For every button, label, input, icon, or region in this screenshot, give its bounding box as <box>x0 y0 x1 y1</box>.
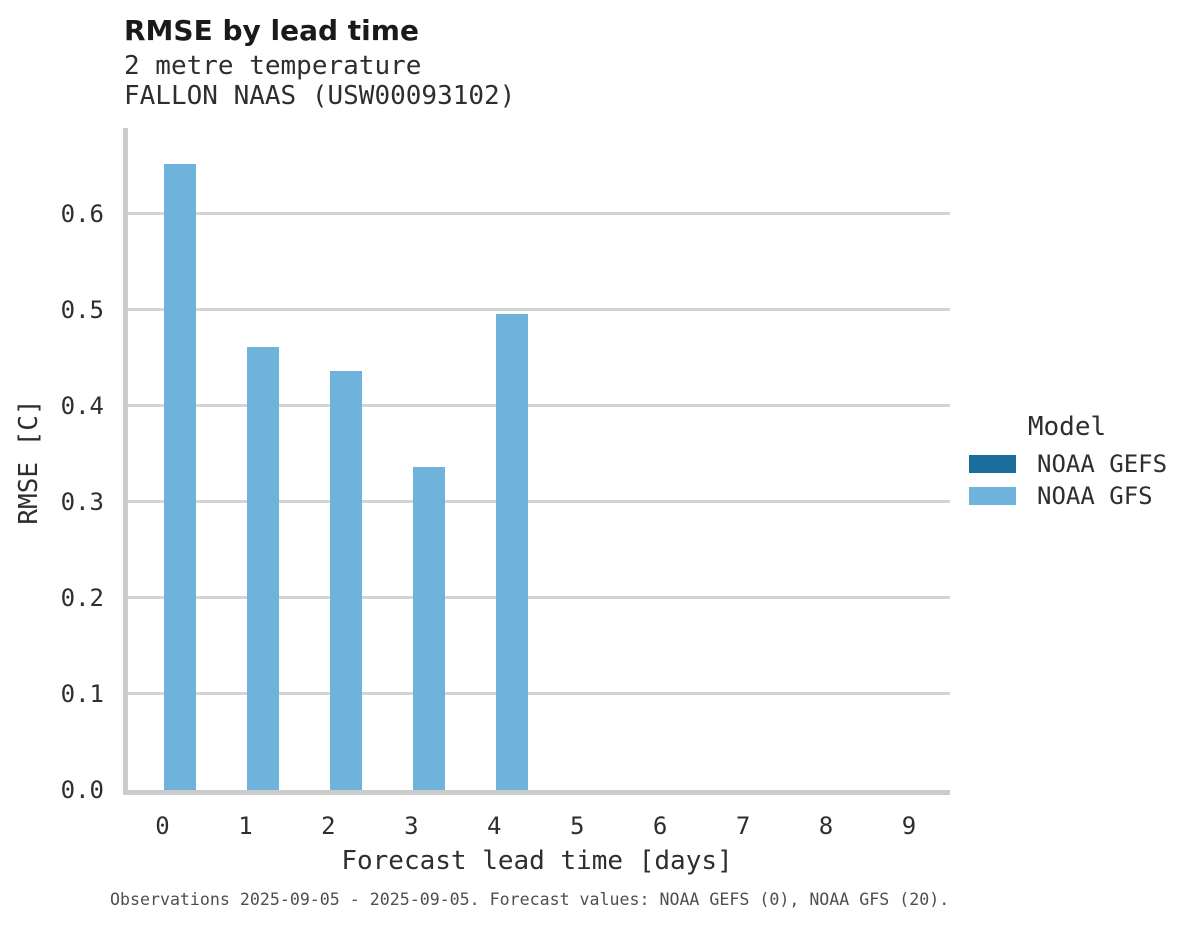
legend-item-noaa-gfs: NOAA GFS <box>969 482 1167 510</box>
y-tick-label-0.4: 0.4 <box>60 391 104 420</box>
x-tick-label-0: 0 <box>155 812 170 840</box>
gridline-0.3 <box>128 500 950 504</box>
x-tick-label-2: 2 <box>321 812 336 840</box>
legend-item-label: NOAA GFS <box>1037 482 1153 510</box>
bar-noaa-gfs-lead-4 <box>495 314 528 790</box>
legend-item-noaa-gefs: NOAA GEFS <box>969 450 1168 478</box>
x-tick-label-3: 3 <box>404 812 419 840</box>
x-tick-label-9: 9 <box>901 812 917 840</box>
bars-layer <box>128 128 950 790</box>
gridlines-layer <box>128 128 950 790</box>
chart-subtitle: 2 metre temperature <box>124 51 422 81</box>
x-tick-label-7: 7 <box>735 812 751 840</box>
y-tick-label-0.1: 0.1 <box>60 679 104 708</box>
bar-noaa-gfs-lead-2 <box>329 371 362 790</box>
x-tick-label-8: 8 <box>818 812 834 840</box>
x-tick-label-6: 6 <box>652 812 668 840</box>
legend: NOAA GEFS NOAA GFS <box>969 450 1168 517</box>
footer-caption: Observations 2025-09-05 - 2025-09-05. Fo… <box>110 890 950 909</box>
gridline-0.4 <box>128 404 950 408</box>
plot-area <box>123 128 950 795</box>
legend-swatch-noaa-gfs <box>969 487 1016 505</box>
bar-noaa-gfs-lead-3 <box>412 467 445 790</box>
legend-title: Model <box>1027 412 1107 442</box>
x-tick-label-1: 1 <box>238 812 253 840</box>
gridline-0.1 <box>128 692 950 696</box>
x-axis-label: Forecast lead time [days] <box>341 846 733 876</box>
y-tick-label-0.3: 0.3 <box>60 487 104 516</box>
gridline-0.5 <box>128 308 950 312</box>
legend-swatch-noaa-gefs <box>969 455 1016 473</box>
y-tick-label-0.0: 0.0 <box>60 776 104 804</box>
chart-station: FALLON NAAS (USW00093102) <box>124 81 516 111</box>
y-tick-label-0.6: 0.6 <box>60 199 104 228</box>
x-tick-label-5: 5 <box>569 812 585 840</box>
chart-title: RMSE by lead time <box>124 14 419 47</box>
bar-noaa-gfs-lead-1 <box>246 347 279 790</box>
gridline-0.6 <box>128 212 950 216</box>
legend-item-label: NOAA GEFS <box>1037 450 1168 478</box>
x-tick-label-4: 4 <box>487 812 502 840</box>
y-tick-label-0.2: 0.2 <box>60 583 104 612</box>
gridline-0.2 <box>128 596 950 600</box>
y-tick-label-0.5: 0.5 <box>60 295 104 324</box>
bar-noaa-gfs-lead-0 <box>164 163 196 790</box>
